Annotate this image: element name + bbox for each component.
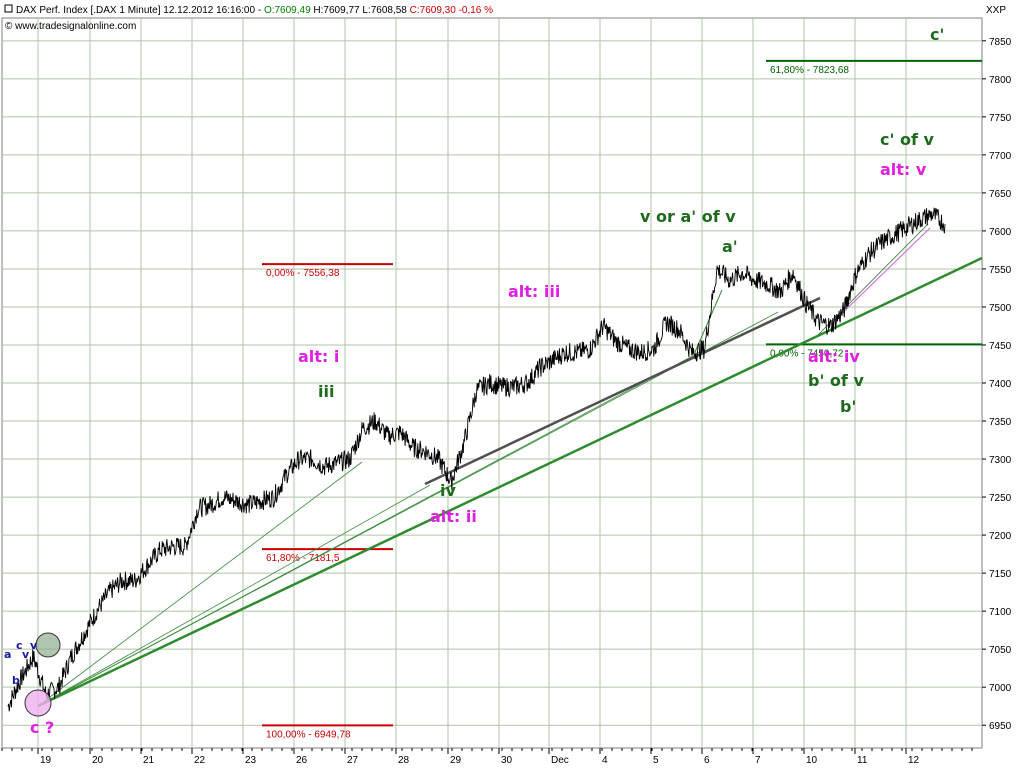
y-tick-label: 7350	[989, 417, 1012, 428]
x-tick-label: 20	[92, 755, 104, 766]
wave-label: alt: iii	[508, 282, 560, 301]
trendline	[37, 484, 431, 707]
x-tick-label: 5	[653, 755, 659, 766]
wave-label: alt: iv	[808, 347, 860, 366]
price-series	[7, 207, 946, 712]
highlight-circle-pink	[24, 689, 52, 717]
x-tick-label: 4	[602, 755, 608, 766]
header-title: DAX Perf. Index [.DAX 1 Minute] 12.12.20…	[16, 5, 264, 16]
x-tick-label: 29	[450, 755, 462, 766]
wave-label: c	[16, 639, 23, 652]
trendline	[37, 461, 363, 707]
wave-label: v	[22, 648, 30, 661]
menu-icon[interactable]	[4, 4, 13, 13]
wave-label: iii	[318, 382, 334, 401]
y-tick-label: 7150	[989, 569, 1012, 580]
x-tick-label: 21	[143, 755, 155, 766]
header-high: H:7609,77	[311, 5, 360, 16]
wave-label: iv	[440, 481, 456, 500]
fib-level-label: 61,80% - 7823,68	[770, 65, 849, 76]
wave-label-layer: c' c' of v alt: v v or a' of v a' alt: iii alt…	[4, 25, 944, 737]
header-close: C:7609,30	[407, 5, 456, 16]
x-tick-label: 12	[908, 755, 920, 766]
y-tick-label: 7400	[989, 379, 1012, 390]
wave-label: c ?	[30, 718, 54, 737]
y-tick-label: 7500	[989, 303, 1012, 314]
wave-label: alt: ii	[430, 507, 477, 526]
y-tick-label: 7800	[989, 75, 1012, 86]
chart-header: DAX Perf. Index [.DAX 1 Minute] 12.12.20…	[4, 4, 1006, 32]
y-tick-label: 7250	[989, 493, 1012, 504]
fib-level-label: 61,80% - 7181,5	[266, 553, 340, 564]
wave-label: a	[4, 648, 11, 661]
y-tick-label: 7550	[989, 265, 1012, 276]
axis-label: XXP	[986, 5, 1006, 16]
fib-level-label: 0,00% - 7450,72	[770, 348, 844, 359]
x-tick-label: 23	[245, 755, 257, 766]
header-change: -0,16 %	[456, 5, 493, 16]
wave-label: b	[12, 674, 20, 687]
fib-level-label: 100,00% - 6949,78	[266, 729, 351, 740]
y-tick-label: 7000	[989, 683, 1012, 694]
x-tick-label: 26	[296, 755, 308, 766]
marker-layer	[24, 632, 61, 717]
y-tick-label: 7650	[989, 189, 1012, 200]
y-tick-label: 7100	[989, 607, 1012, 618]
wave-label: a'	[722, 237, 738, 256]
svg-text:DAX Perf. Index [.DAX 1 Minut: DAX Perf. Index [.DAX 1 Minute] 12.12.20…	[16, 5, 493, 16]
wave-label: b'	[840, 397, 856, 416]
x-tick-label: 11	[857, 755, 868, 766]
wave-label: alt: i	[298, 347, 339, 366]
wave-a-line	[694, 289, 723, 353]
trendline	[37, 351, 701, 707]
y-tick-label: 6950	[989, 721, 1012, 732]
y-tick-label: 7450	[989, 341, 1012, 352]
y-tick-label: 7300	[989, 455, 1012, 466]
grid-layer	[1, 17, 983, 749]
y-tick-label: 7600	[989, 227, 1012, 238]
header-low: L:7608,58	[360, 5, 408, 16]
website-credit: © www.tradesignalonline.com	[5, 21, 136, 32]
wave-label: v or a' of v	[640, 207, 736, 226]
wave-label: v	[30, 639, 38, 652]
x-tick-label: 28	[398, 755, 410, 766]
y-tick-label: 7750	[989, 113, 1012, 124]
fib-level-label: 0,00% - 7556,38	[266, 268, 340, 279]
channel-line	[424, 296, 821, 486]
x-tick-label: 19	[40, 755, 52, 766]
y-tick-label: 7700	[989, 151, 1012, 162]
x-tick-label: 22	[194, 755, 206, 766]
header-open: O:7609,49	[264, 5, 311, 16]
wave-label: alt: v	[880, 160, 927, 179]
x-tick-label: 10	[806, 755, 818, 766]
y-tick-label: 7050	[989, 645, 1012, 656]
x-tick-label: 7	[755, 755, 761, 766]
price-layer	[7, 207, 946, 712]
trendline	[37, 256, 983, 708]
wave-label: c' of v	[880, 130, 934, 149]
x-tick-label: 27	[347, 755, 359, 766]
wave-label: b' of v	[808, 371, 864, 390]
x-tick-label: 30	[501, 755, 513, 766]
wave-label: c'	[930, 25, 944, 44]
x-tick-label: 6	[704, 755, 710, 766]
axis-layer: 6950 7000 7050 7100 7150 7200 7250 7300 7350 7400…	[1, 37, 1012, 766]
highlight-circle-green	[35, 632, 61, 658]
x-tick-label: Dec	[551, 755, 569, 766]
wave-c-line	[828, 227, 931, 327]
y-tick-label: 7850	[989, 37, 1012, 48]
y-tick-label: 7200	[989, 531, 1012, 542]
